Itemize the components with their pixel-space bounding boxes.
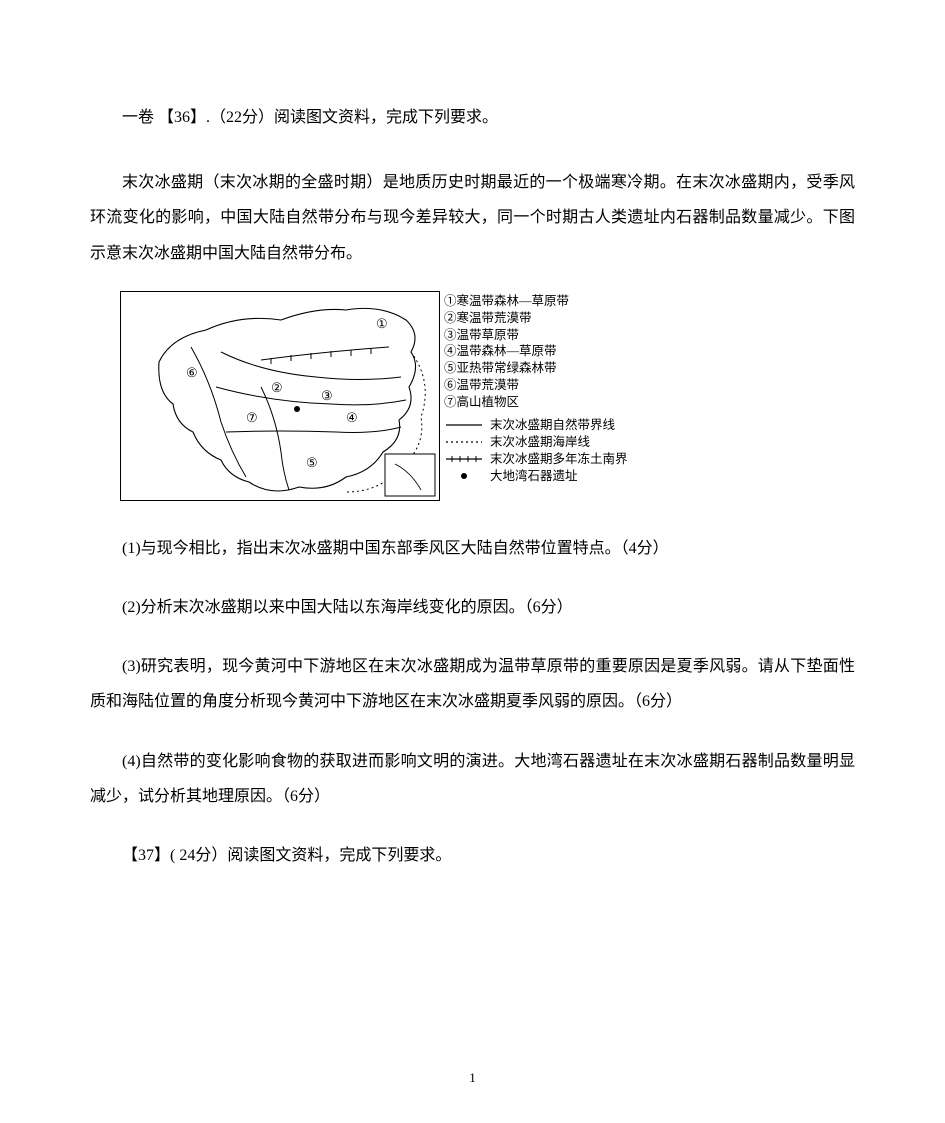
question-4: (4)自然带的变化影响食物的获取进而影响文明的演进。大地湾石器遗址在末次冰盛期石… xyxy=(90,744,855,814)
figure-container: ① ② ③ ④ ⑤ ⑥ ⑦ ①寒温带森林—草原带 ②寒温带荒漠带 ③温带草原带 … xyxy=(120,291,855,501)
intro-paragraph: 末次冰盛期（末次冰期的全盛时期）是地质历史时期最近的一个极端寒冷期。在末次冰盛期… xyxy=(90,165,855,271)
svg-text:②: ② xyxy=(271,380,283,395)
legend-line-item: 末次冰盛期自然带界线 xyxy=(444,417,628,434)
legend-zone-item: ③温带草原带 xyxy=(444,327,628,344)
china-outline xyxy=(159,308,416,491)
legend-zone-item: ⑥温带荒漠带 xyxy=(444,377,628,394)
svg-text:⑤: ⑤ xyxy=(306,455,318,470)
svg-text:④: ④ xyxy=(346,410,358,425)
svg-text:⑥: ⑥ xyxy=(186,365,198,380)
legend-line-item: 大地湾石器遗址 xyxy=(444,468,628,485)
legend-zone-item: ④温带森林—草原带 xyxy=(444,343,628,360)
legend-zone-item: ①寒温带森林—草原带 xyxy=(444,293,628,310)
dotted-line-icon xyxy=(444,437,484,447)
dadi-wan-site-icon xyxy=(294,406,300,412)
next-question-heading: 【37】( 24分）阅读图文资料，完成下列要求。 xyxy=(90,838,855,873)
svg-text:③: ③ xyxy=(321,388,333,403)
exam-heading: 一卷 【36】.（22分）阅读图文资料，完成下列要求。 xyxy=(90,100,855,135)
dot-icon xyxy=(444,471,484,481)
solid-line-icon xyxy=(444,420,484,430)
svg-text:①: ① xyxy=(376,316,388,331)
china-map: ① ② ③ ④ ⑤ ⑥ ⑦ xyxy=(120,291,440,501)
legend-zone-item: ⑤亚热带常绿森林带 xyxy=(444,360,628,377)
tick-line-icon xyxy=(444,453,484,465)
legend-zone-item: ⑦高山植物区 xyxy=(444,394,628,411)
legend-zone-item: ②寒温带荒漠带 xyxy=(444,310,628,327)
question-2: (2)分析末次冰盛期以来中国大陆以东海岸线变化的原因。（6分） xyxy=(90,590,855,625)
question-3: (3)研究表明，现今黄河中下游地区在末次冰盛期成为温带草原带的重要原因是夏季风弱… xyxy=(90,649,855,719)
permafrost-boundary xyxy=(261,347,389,364)
svg-text:⑦: ⑦ xyxy=(246,410,258,425)
legend-line-item: 末次冰盛期海岸线 xyxy=(444,434,628,451)
page-number: 1 xyxy=(0,1064,945,1093)
legend-line-item: 末次冰盛期多年冻土南界 xyxy=(444,451,628,468)
legend: ①寒温带森林—草原带 ②寒温带荒漠带 ③温带草原带 ④温带森林—草原带 ⑤亚热带… xyxy=(444,291,628,485)
zone-labels: ① ② ③ ④ ⑤ ⑥ ⑦ xyxy=(186,316,388,470)
natural-zone-lines xyxy=(191,347,406,490)
question-1: (1)与现今相比，指出末次冰盛期中国东部季风区大陆自然带位置特点。（4分） xyxy=(90,531,855,566)
